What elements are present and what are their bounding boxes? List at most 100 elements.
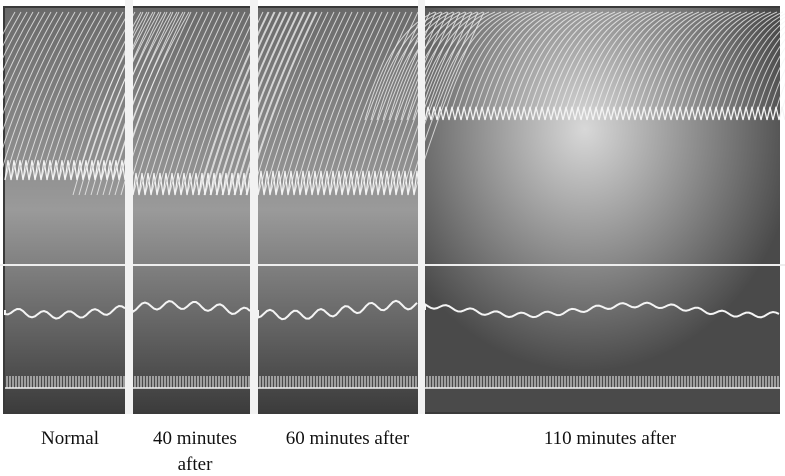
tracing [168, 11, 240, 196]
tracing [574, 11, 646, 121]
tracing [263, 11, 335, 196]
tracing [538, 11, 610, 121]
tracing [592, 11, 664, 121]
tracing [132, 300, 251, 315]
tracing [132, 172, 254, 196]
tracing [0, 11, 22, 53]
tracing [64, 11, 136, 181]
tracing [383, 11, 455, 196]
tracing [203, 11, 275, 196]
tracing [144, 11, 216, 196]
tracing [712, 11, 784, 121]
tracing [0, 11, 70, 179]
tracing [502, 11, 574, 121]
tracing [90, 11, 162, 196]
tracing [526, 11, 598, 121]
tracing [150, 11, 222, 196]
tracing [240, 11, 312, 196]
tracing [28, 11, 100, 181]
tracing [382, 11, 454, 121]
tracing [126, 11, 198, 196]
tracing [406, 11, 478, 121]
tracing [532, 11, 604, 121]
tracing [496, 11, 568, 121]
tracing [102, 11, 174, 196]
tracing [484, 11, 556, 121]
tracing [0, 11, 16, 41]
tracing [736, 25, 785, 121]
tracing [52, 11, 124, 181]
tracing [376, 11, 448, 121]
tracing [156, 11, 228, 196]
tracing [652, 11, 724, 121]
tracing [395, 11, 467, 196]
tracing [718, 13, 785, 121]
tracing [329, 11, 401, 196]
tracing [0, 11, 52, 123]
tracing [598, 11, 670, 121]
tracing [46, 11, 118, 181]
tracing [323, 11, 395, 196]
tracing [724, 16, 785, 121]
tracing [162, 11, 234, 196]
tracing [311, 11, 383, 196]
tracing [10, 11, 82, 181]
tracing [730, 20, 785, 121]
tracing [0, 11, 34, 79]
tracing [269, 11, 341, 196]
tracing [760, 57, 785, 121]
tracing [604, 11, 676, 121]
tracing [186, 11, 258, 196]
tracing [658, 11, 730, 121]
tracing [275, 11, 347, 196]
tracing [400, 11, 472, 121]
tracing [466, 11, 538, 121]
tracing [377, 11, 449, 196]
tracing [4, 305, 126, 320]
tracing [616, 11, 688, 121]
tracing [424, 106, 785, 121]
tracing [198, 11, 270, 196]
tracing [174, 11, 246, 196]
tracing [4, 11, 76, 181]
caption: 60 minutes after [285, 428, 410, 449]
kymograph-plate [0, 0, 785, 414]
tracing [58, 11, 130, 181]
tracing [239, 11, 311, 196]
tracing [610, 11, 682, 121]
tracing [460, 11, 532, 121]
tracing [215, 11, 287, 196]
tracing [347, 11, 419, 196]
tracing [228, 11, 300, 196]
tracing [664, 11, 736, 121]
tracing [305, 11, 377, 196]
caption: 40 minutes after [153, 428, 237, 475]
tracing [114, 11, 186, 196]
tracing [0, 11, 40, 92]
tracing [424, 11, 496, 121]
tracing [508, 11, 580, 121]
tracing [646, 11, 718, 121]
tracing [580, 11, 652, 121]
tracing [622, 11, 694, 121]
tracing [210, 11, 282, 196]
caption: 110 minutes after [543, 428, 677, 449]
tracing [754, 47, 785, 121]
tracing [424, 301, 780, 319]
tracing [209, 11, 281, 196]
tracing [84, 11, 156, 196]
tracing [180, 11, 252, 196]
tracing [407, 11, 479, 196]
tracing [640, 11, 712, 121]
tracing [234, 11, 306, 196]
tracing [371, 11, 443, 196]
tracing [216, 11, 288, 196]
tracing [766, 68, 785, 121]
tracing [364, 11, 436, 121]
tracing [341, 11, 413, 196]
tracing [514, 11, 586, 121]
tracing [742, 31, 785, 121]
tracing [676, 11, 748, 121]
tracing [568, 11, 640, 121]
